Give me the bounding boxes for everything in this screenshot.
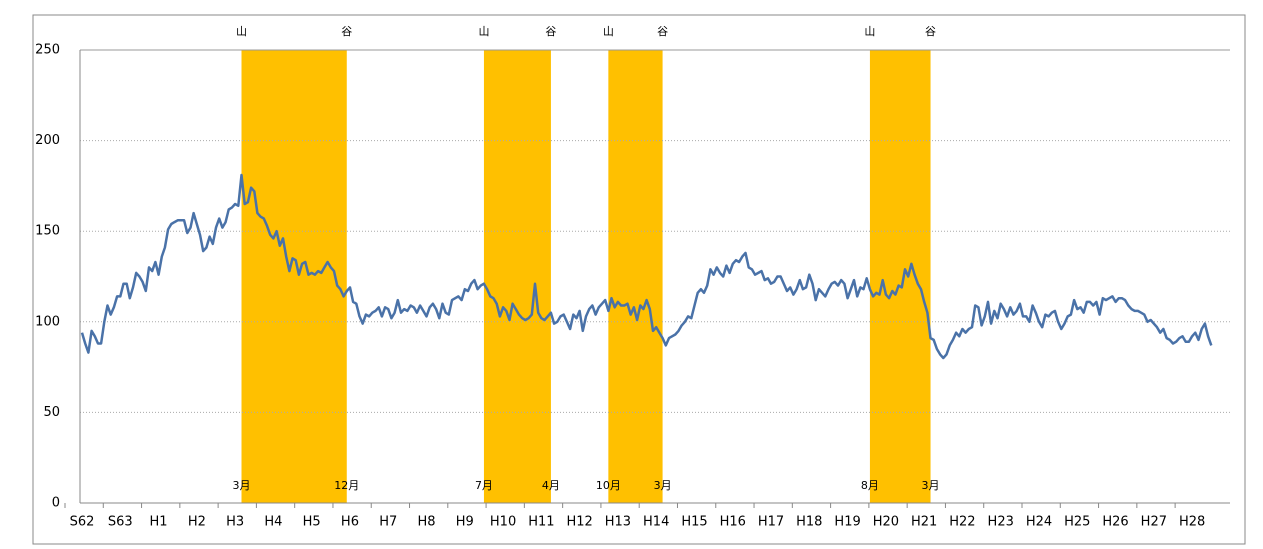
x-tick-label: H27 bbox=[1141, 515, 1167, 530]
recession-band bbox=[608, 50, 663, 503]
data-line bbox=[80, 173, 1213, 360]
trough-label: 谷 bbox=[545, 25, 556, 38]
end-month-label: 12月 bbox=[334, 479, 359, 492]
x-tick-label: S62 bbox=[70, 515, 95, 530]
grid-layer bbox=[64, 49, 1230, 508]
y-tick-label: 150 bbox=[35, 224, 60, 239]
x-tick-label: H3 bbox=[226, 515, 244, 530]
y-tick-label: 0 bbox=[52, 496, 60, 511]
x-tick-label: H2 bbox=[188, 515, 206, 530]
y-tick-label: 100 bbox=[35, 314, 60, 329]
x-tick-label: H12 bbox=[566, 515, 592, 530]
x-tick-label: S63 bbox=[108, 515, 133, 530]
recession-band bbox=[241, 50, 347, 503]
x-tick-label: H25 bbox=[1064, 515, 1090, 530]
x-tick-label: H4 bbox=[264, 515, 282, 530]
x-tick-label: H17 bbox=[758, 515, 784, 530]
x-tick-label: H9 bbox=[456, 515, 474, 530]
start-month-label: 3月 bbox=[233, 479, 251, 492]
x-tick-label: H22 bbox=[949, 515, 975, 530]
x-tick-label: H13 bbox=[605, 515, 631, 530]
start-month-label: 8月 bbox=[861, 479, 879, 492]
x-tick-label: H11 bbox=[528, 515, 554, 530]
end-month-label: 3月 bbox=[654, 479, 672, 492]
y-tick-label: 50 bbox=[43, 405, 60, 420]
start-month-label: 10月 bbox=[596, 479, 621, 492]
band-layer bbox=[241, 50, 931, 503]
end-month-label: 3月 bbox=[922, 479, 940, 492]
x-tick-label: H19 bbox=[834, 515, 860, 530]
x-tick-label: H20 bbox=[873, 515, 899, 530]
end-month-label: 4月 bbox=[542, 479, 560, 492]
x-tick-label: H28 bbox=[1179, 515, 1205, 530]
y-tick-label: 200 bbox=[35, 133, 60, 148]
label-layer: 0 50 100 150 200 250 山 谷 3月 12月 山 谷 7月 4月 山 谷 10月 3月 山 谷 8月 3… bbox=[35, 25, 1205, 530]
x-tick-label: H23 bbox=[988, 515, 1014, 530]
x-tick-label: H16 bbox=[720, 515, 746, 530]
peak-label: 山 bbox=[864, 25, 875, 38]
trough-label: 谷 bbox=[925, 25, 936, 38]
peak-label: 山 bbox=[603, 25, 614, 38]
x-tick-label: H24 bbox=[1026, 515, 1052, 530]
x-tick-label: H15 bbox=[681, 515, 707, 530]
x-tick-label: H18 bbox=[796, 515, 822, 530]
x-tick-label: H26 bbox=[1102, 515, 1128, 530]
x-tick-label: H10 bbox=[490, 515, 516, 530]
x-tick-label: H6 bbox=[341, 515, 359, 530]
x-tick-label: H14 bbox=[643, 515, 669, 530]
start-month-label: 7月 bbox=[475, 479, 493, 492]
recession-band bbox=[483, 50, 551, 503]
x-tick-label: H7 bbox=[379, 515, 397, 530]
x-tick-label: H8 bbox=[417, 515, 435, 530]
y-tick-label: 250 bbox=[35, 43, 60, 58]
trough-label: 谷 bbox=[341, 25, 352, 38]
line-layer bbox=[80, 173, 1213, 360]
peak-label: 山 bbox=[478, 25, 489, 38]
trough-label: 谷 bbox=[657, 25, 668, 38]
x-tick-label: H1 bbox=[150, 515, 168, 530]
x-tick-label: H5 bbox=[303, 515, 321, 530]
recession-band bbox=[869, 50, 931, 503]
x-tick-label: H21 bbox=[911, 515, 937, 530]
peak-label: 山 bbox=[236, 25, 247, 38]
